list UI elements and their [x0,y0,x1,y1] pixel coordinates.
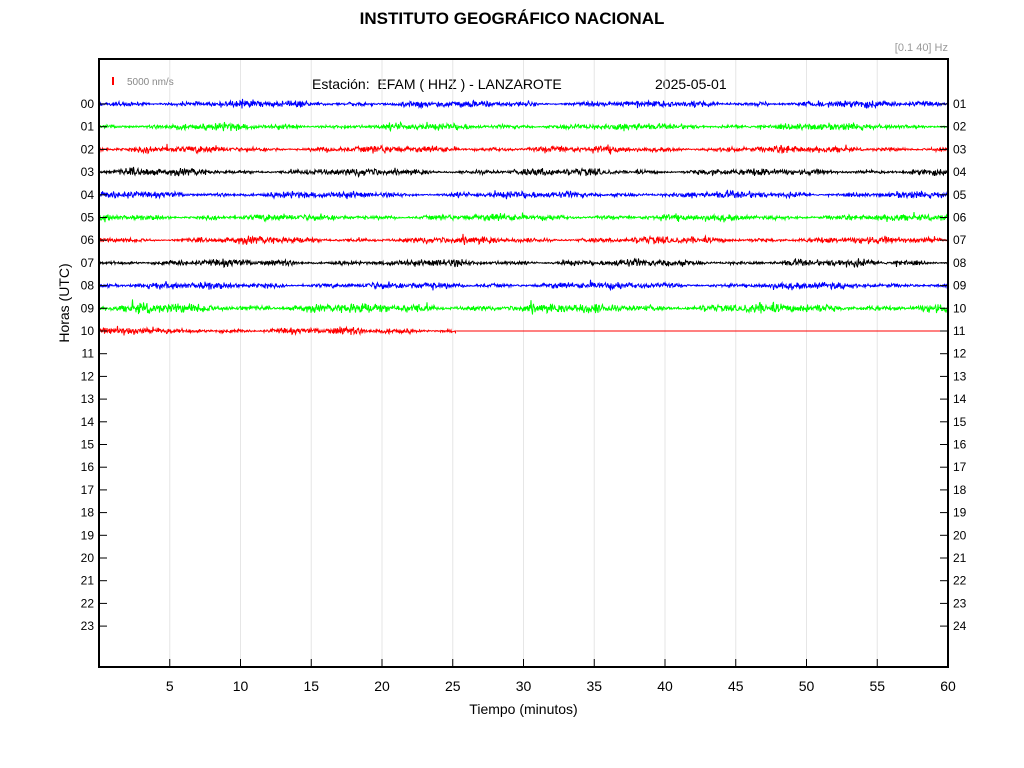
station-label: Estación: EFAM ( HHZ ) - LANZAROTE [312,76,562,92]
scale-label: 5000 nm/s [127,77,174,88]
y-tick-label-left: 11 [82,347,95,361]
y-tick-label-left: 18 [81,506,95,520]
date-label: 2025-05-01 [655,76,727,92]
trace-hour-08 [98,279,949,291]
y-tick-label-right: 02 [953,120,967,134]
y-axis-label: Horas (UTC) [56,263,72,342]
y-tick-label-right: 18 [953,483,967,497]
y-tick-label-right: 06 [953,211,967,225]
trace-hour-10 [98,325,457,337]
x-tick-label: 60 [940,678,956,694]
y-tick-label-right: 23 [953,596,967,610]
y-tick-label-left: 15 [81,438,95,452]
trace-hour-04 [98,188,949,200]
x-tick-label: 40 [657,678,673,694]
filter-label: [0.1 40] Hz [894,42,948,54]
x-tick-label: 50 [799,678,815,694]
y-tick-label-left: 02 [81,142,95,156]
y-tick-label-left: 00 [81,97,95,111]
y-tick-label-left: 13 [81,392,95,406]
y-tick-label-right: 13 [953,369,967,383]
x-axis-label: Tiempo (minutos) [469,701,577,717]
y-tick-label-right: 05 [953,188,967,202]
y-tick-label-right: 19 [953,506,967,520]
y-tick-label-right: 21 [953,551,967,565]
y-tick-label-left: 08 [81,279,95,293]
x-tick-label: 55 [869,678,885,694]
chart-title: INSTITUTO GEOGRÁFICO NACIONAL [359,9,665,28]
y-tick-label-right: 11 [953,324,966,338]
y-tick-label-left: 10 [81,324,95,338]
y-tick-label-right: 08 [953,256,967,270]
x-tick-label: 20 [374,678,390,694]
scale-bar [112,77,114,85]
y-tick-label-left: 21 [81,574,95,588]
y-tick-label-left: 20 [81,551,95,565]
y-tick-label-right: 16 [953,438,967,452]
x-tick-label: 25 [445,678,461,694]
y-tick-label-left: 06 [81,233,95,247]
x-tick-label: 30 [516,678,532,694]
y-tick-label-left: 03 [81,165,95,179]
y-tick-label-right: 09 [953,279,967,293]
y-tick-label-right: 22 [953,574,967,588]
trace-hour-06 [98,233,949,246]
y-tick-label-left: 04 [81,188,95,202]
trace-hour-00 [98,98,949,110]
trace-hour-02 [98,143,949,155]
y-tick-label-left: 16 [81,460,95,474]
y-tick-label-right: 12 [953,347,967,361]
y-tick-label-left: 09 [81,301,95,315]
y-tick-label-right: 01 [953,97,967,111]
y-tick-label-right: 04 [953,165,967,179]
y-tick-label-left: 17 [81,483,95,497]
y-tick-label-right: 24 [953,619,967,633]
y-tick-label-right: 15 [953,415,967,429]
y-tick-label-left: 12 [81,369,95,383]
y-tick-label-right: 07 [953,233,967,247]
x-tick-label: 10 [233,678,249,694]
y-tick-label-right: 10 [953,301,967,315]
y-tick-label-left: 23 [81,619,95,633]
y-tick-label-left: 14 [81,415,95,429]
y-tick-label-left: 05 [81,211,95,225]
y-tick-label-left: 22 [81,596,95,610]
trace-hour-01 [98,120,949,133]
trace-hour-09 [98,299,949,315]
y-tick-label-right: 20 [953,528,967,542]
trace-hour-05 [98,211,949,223]
y-tick-label-right: 17 [953,460,967,474]
x-tick-label: 35 [586,678,602,694]
x-tick-label: 5 [166,678,174,694]
y-tick-label-right: 14 [953,392,967,406]
x-tick-label: 15 [303,678,319,694]
x-tick-label: 45 [728,678,744,694]
trace-hour-03 [98,166,949,178]
y-tick-label-right: 03 [953,142,967,156]
y-tick-label-left: 19 [81,528,95,542]
trace-hour-07 [98,257,949,269]
y-tick-label-left: 07 [81,256,95,270]
y-tick-label-left: 01 [81,120,95,134]
